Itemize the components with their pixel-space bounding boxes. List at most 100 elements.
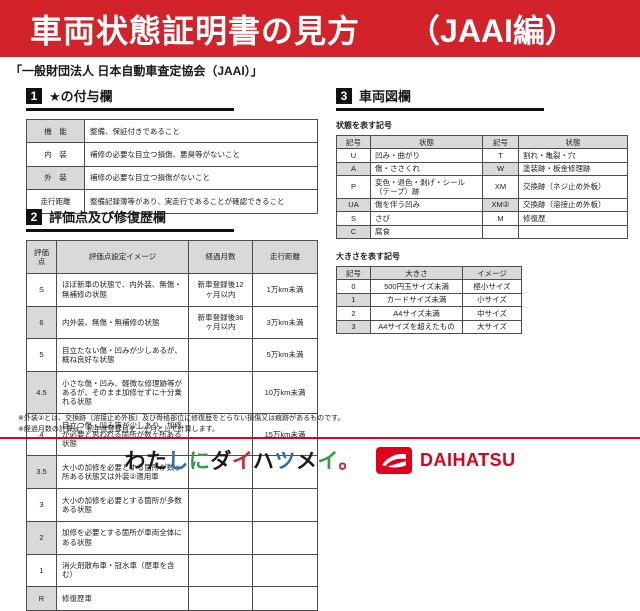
slogan-char: イ (317, 450, 339, 473)
table-cell: 加修を必要とする箇所が車両全体にある状態 (56, 520, 189, 555)
table-cell: 評価点設定イメージ (56, 240, 189, 274)
table-cell: XM② (482, 197, 519, 213)
table-cell: R (26, 586, 57, 611)
table-cell (482, 224, 519, 240)
table-cell: 状態 (370, 134, 483, 150)
table-cell: 小さな傷・凹み、軽微な修理跡等があるが、そのまま加修せずに十分乗れる状態 (56, 370, 189, 415)
table-row: 4 目立つ傷・凹み等が少しあり、加修が必要と思われる箇所が数ヶ所ある状態 15万km… (26, 413, 318, 457)
table-cell: 変色・退色・剥げ・シール（テープ）跡 (370, 175, 483, 199)
table-cell: 3 (336, 319, 371, 334)
table-row: 0 500円玉サイズ未満 極小サイズ (336, 279, 522, 294)
table-cell (188, 520, 253, 555)
section3-header: 3 車両図欄 (336, 86, 544, 111)
table-cell: 外 装 (26, 165, 85, 191)
table-cell: 3万km未満 (252, 305, 318, 340)
section-vehicle-diagram: 3 車両図欄 状態を表す記号 記号 状態 記号 状態 U 凹み・曲がり T 割れ・亀裂・穴 A 傷… (336, 86, 628, 334)
table-cell: 5 (26, 338, 57, 372)
table-cell: 内外装、無傷・無補修の状態 (56, 305, 189, 340)
table-cell: 凹み・曲がり (370, 148, 483, 163)
table-cell: 塗装跡・板金修理跡 (518, 161, 628, 177)
table-cell: 極小サイズ (462, 279, 522, 294)
slogan-char: メ (295, 450, 318, 473)
daihatsu-logo: DAIHATSU (376, 446, 516, 474)
table-row: 機 能整備、保証付きであること (26, 118, 318, 144)
state-symbols-label: 状態を表す記号 (336, 121, 392, 130)
table-cell: P (336, 175, 371, 199)
table-cell: 評価点 (26, 240, 57, 274)
page-title-edition: （JAAI編） (408, 12, 577, 49)
table-cell: W (482, 161, 519, 177)
slogan-char: し (167, 450, 189, 473)
star-table: 機 能整備、保証付きであること内 装補修の必要な目立つ損傷、悪臭等がないこと外 … (26, 118, 318, 214)
table-cell: 走行距離 (252, 240, 318, 274)
state-symbols-table: 記号 状態 記号 状態 U 凹み・曲がり T 割れ・亀裂・穴 A 傷・ささくれ W 塗装跡・板金修理跡… (336, 134, 628, 240)
table-cell: 1 (336, 292, 371, 308)
table-cell (188, 488, 253, 522)
section1-number-badge: 1 (26, 87, 42, 104)
table-row: 評価点 評価点設定イメージ 経過月数 走行距離 (26, 240, 318, 274)
table-row: R 修復歴車 (26, 586, 318, 611)
table-cell: 交換跡（ネジ止め外板） (518, 175, 628, 199)
table-cell: UA (336, 197, 371, 213)
size-symbols-label: 大きさを表す記号 (336, 252, 400, 261)
table-cell: 3 (26, 488, 57, 522)
table-row: 2 A4サイズ未満 中サイズ (336, 306, 522, 321)
section-star-column: 1 ★の付与欄 機 能整備、保証付きであること内 装補修の必要な目立つ損傷、悪臭… (26, 86, 318, 214)
table-cell: 修復歴車 (56, 586, 189, 611)
footer: わたしにダイハツメイ。 DAIHATSU (0, 444, 640, 476)
table-cell: 腐食 (370, 224, 483, 240)
table-cell: 2 (26, 520, 57, 555)
table-cell: カードサイズ未満 (370, 292, 463, 308)
table-cell (188, 370, 253, 415)
table-cell: 新車登録後36ヶ月以内 (188, 305, 253, 340)
footer-divider (0, 437, 640, 439)
table-cell: XM (482, 175, 519, 199)
section1-header: 1 ★の付与欄 (26, 86, 234, 111)
slogan-char: た (145, 450, 168, 473)
table-cell: 中サイズ (462, 306, 522, 321)
table-cell (252, 520, 318, 555)
table-cell: 傷・ささくれ (370, 161, 483, 177)
slogan-char: わ (124, 450, 146, 473)
table-cell: M (482, 211, 519, 226)
table-cell: 5万km未満 (252, 338, 318, 372)
slogan-char: に (188, 450, 211, 473)
table-cell: 経過月数 (188, 240, 253, 274)
table-cell: 修復歴 (518, 211, 628, 226)
section-evaluation: 2 評価点及び修復歴欄 評価点 評価点設定イメージ 経過月数 走行距離 S ほぼ新車の状態… (26, 207, 318, 611)
table-row: 1 消火剤散布車・冠水車（歴車を含む） (26, 553, 318, 588)
table-row: S さび M 修復歴 (336, 211, 628, 226)
table-cell: 15万km未満 (252, 413, 318, 457)
table-row: C 腐食 (336, 224, 628, 240)
table-cell (252, 553, 318, 588)
table-row: 外 装補修の必要な目立つ損傷がないこと (26, 165, 318, 191)
table-cell: 整備記録簿等があり、実走行であることが確認できること (84, 189, 318, 214)
table-cell: イメージ (462, 265, 522, 281)
slogan-char: ツ (274, 450, 296, 473)
table-cell (518, 224, 628, 240)
daihatsu-wordmark: DAIHATSU (420, 449, 516, 470)
table-cell: 2 (336, 306, 371, 321)
table-cell (188, 553, 253, 588)
table-cell: C (336, 224, 371, 240)
section2-title: 評価点及び修復歴欄 (49, 210, 167, 225)
table-cell: 大小の加修を必要とする箇所が多数ある状態 (56, 488, 189, 522)
table-cell: 内 装 (26, 142, 85, 167)
table-cell: 1 (26, 553, 57, 588)
table-row: 3 大小の加修を必要とする箇所が多数ある状態 (26, 488, 318, 522)
table-row: 5 目立たない傷・凹みが少しあるが、概ね良好な状態 5万km未満 (26, 338, 318, 372)
table-cell: 大サイズ (462, 319, 522, 334)
table-cell (252, 586, 318, 611)
table-row: P 変色・退色・剥げ・シール（テープ）跡 XM 交換跡（ネジ止め外板） (336, 175, 628, 199)
table-cell: 記号 (336, 134, 371, 150)
table-row: U 凹み・曲がり T 割れ・亀裂・穴 (336, 148, 628, 163)
table-cell: U (336, 148, 371, 163)
table-cell: 目立つ傷・凹み等が少しあり、加修が必要と思われる箇所が数ヶ所ある状態 (56, 413, 189, 457)
table-cell: 状態 (518, 134, 628, 150)
table-row: A 傷・ささくれ W 塗装跡・板金修理跡 (336, 161, 628, 177)
section1-title: ★の付与欄 (49, 89, 113, 104)
table-cell: A4サイズを超えたもの (370, 319, 463, 334)
table-cell: 目立たない傷・凹みが少しあるが、概ね良好な状態 (56, 338, 189, 372)
table-cell: 記号 (482, 134, 519, 150)
table-row: 2 加修を必要とする箇所が車両全体にある状態 (26, 520, 318, 555)
